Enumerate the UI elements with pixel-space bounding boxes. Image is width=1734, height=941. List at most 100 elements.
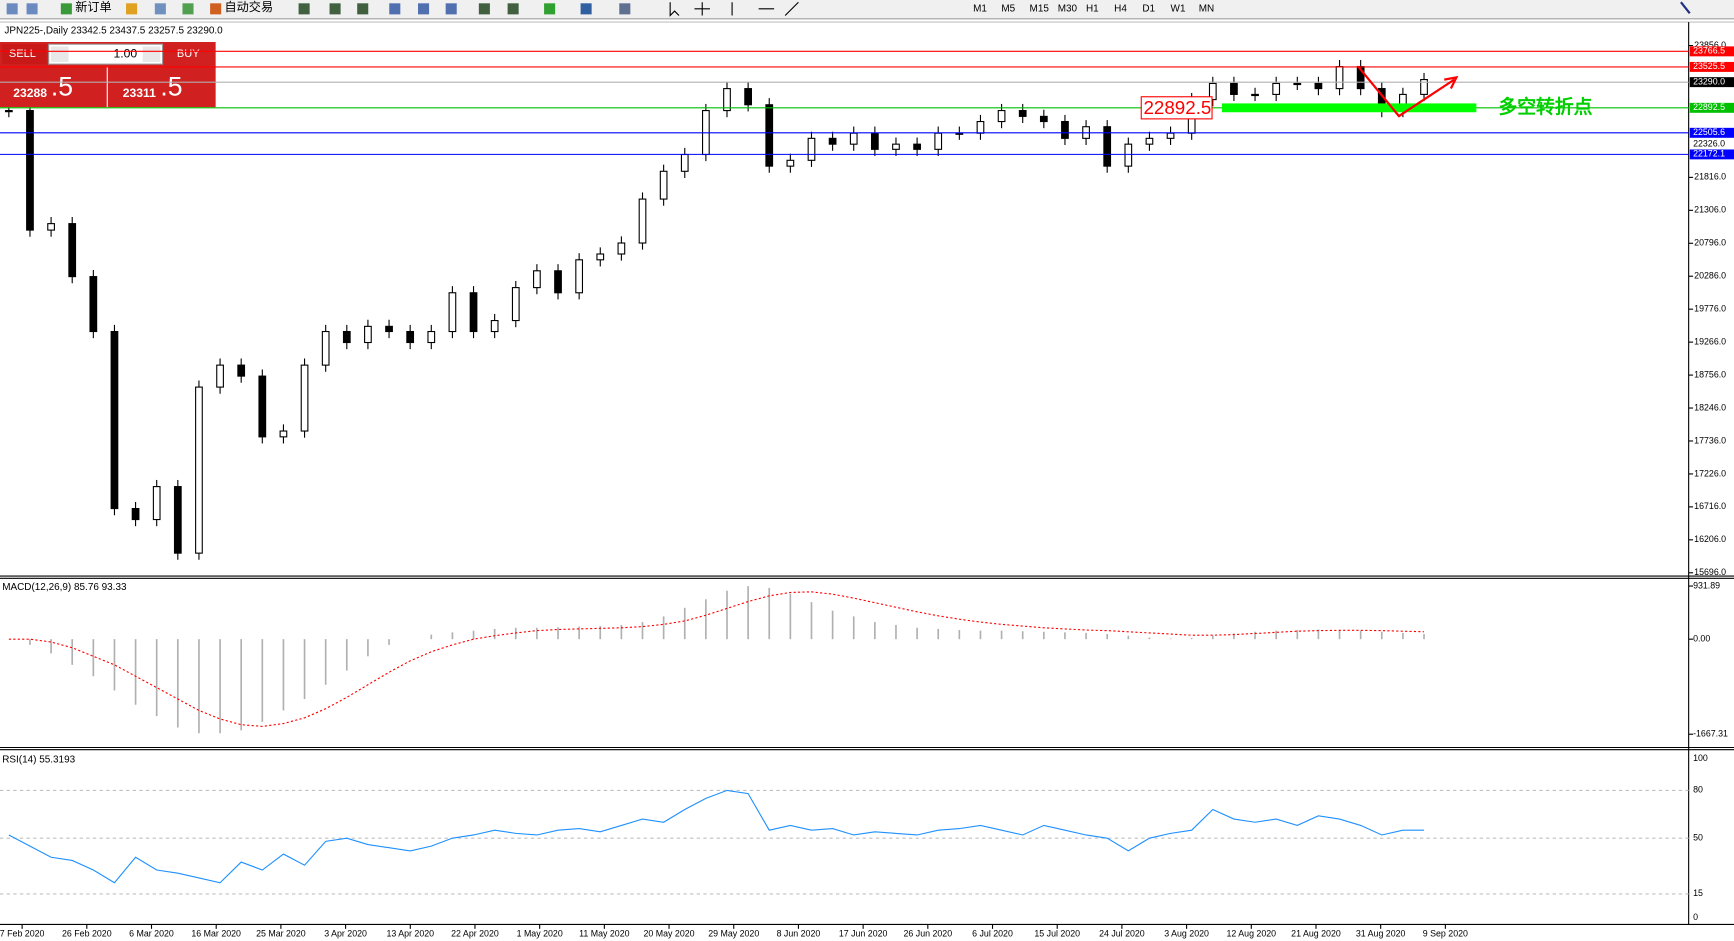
annotation-text: 多空转折点	[1498, 95, 1592, 117]
level-label: 22892.5	[1693, 102, 1725, 112]
icon[interactable]	[182, 3, 194, 15]
x-tick-label: 26 Jun 2020	[904, 929, 953, 939]
icon[interactable]	[389, 3, 401, 15]
icon[interactable]	[60, 3, 72, 15]
timeframe[interactable]: W1	[1171, 3, 1186, 14]
candle	[448, 292, 457, 333]
icon[interactable]	[126, 3, 138, 15]
annotation-bar	[1221, 103, 1477, 113]
annotation-label: 22892.5	[1143, 97, 1211, 118]
candle	[364, 325, 372, 344]
lot-input[interactable]	[48, 43, 164, 65]
candle	[490, 319, 499, 333]
candle	[934, 132, 943, 150]
icon[interactable]	[580, 3, 592, 15]
icon[interactable]	[694, 2, 710, 16]
x-tick-label: 16 Mar 2020	[191, 929, 241, 939]
icon[interactable]	[544, 3, 556, 15]
timeframe[interactable]: H4	[1114, 3, 1127, 14]
icon[interactable]	[154, 3, 166, 15]
y-tick-label: 20796.0	[1694, 238, 1726, 248]
icon[interactable]	[478, 3, 490, 15]
icon[interactable]	[210, 3, 222, 15]
level-tag	[1689, 46, 1734, 57]
candle	[554, 270, 562, 294]
new-order[interactable]: 新订单	[75, 0, 111, 14]
rsi-line	[8, 789, 1425, 884]
bid-main[interactable]: 23288	[13, 86, 47, 100]
auto-trading[interactable]: 自动交易	[224, 0, 273, 14]
y-tick-label: 19776.0	[1694, 304, 1726, 314]
level-tag	[1689, 77, 1734, 88]
sell-button[interactable]	[2, 44, 47, 65]
candle	[1420, 79, 1428, 95]
candle	[110, 330, 119, 510]
y-tick-label: 0.00	[1693, 634, 1710, 644]
candle	[892, 143, 900, 150]
candle	[1061, 120, 1069, 139]
y-tick-label: 19266.0	[1694, 336, 1726, 346]
candle	[913, 143, 921, 150]
level-tag	[1689, 102, 1734, 113]
lot-down[interactable]	[50, 46, 69, 62]
level-tag	[1689, 149, 1734, 160]
y-tick-label: 100	[1693, 753, 1708, 763]
sell-label[interactable]: SELL	[9, 48, 36, 60]
lot-up[interactable]	[142, 46, 161, 62]
candle	[1018, 110, 1027, 117]
x-tick-label: 26 Feb 2020	[62, 929, 112, 939]
icon[interactable]	[298, 3, 310, 15]
icon[interactable]	[619, 3, 631, 15]
icon[interactable]	[445, 3, 457, 15]
x-tick-label: 6 Jul 2020	[972, 929, 1013, 939]
trade-panel: SELL 1.00 BUY 23288 .5 23311 .5	[0, 42, 216, 108]
timeframe[interactable]: D1	[1142, 3, 1155, 14]
timeframe[interactable]: M1	[973, 3, 987, 14]
ask-frac[interactable]: .5	[160, 71, 182, 101]
icon[interactable]	[418, 3, 430, 15]
candle	[237, 364, 246, 377]
y-tick-label: 15	[1693, 888, 1703, 898]
icon[interactable]	[731, 1, 799, 16]
buy-label[interactable]: BUY	[177, 48, 200, 60]
candle	[744, 88, 752, 106]
x-tick-label: 31 Aug 2020	[1356, 929, 1406, 939]
candle	[1166, 132, 1175, 139]
timeframe[interactable]: M5	[1001, 3, 1015, 14]
icon[interactable]	[329, 3, 341, 15]
icon[interactable]	[1680, 1, 1691, 14]
x-tick-label: 1 May 2020	[517, 929, 563, 939]
candle	[1103, 126, 1112, 167]
y-tick-label: 18246.0	[1694, 402, 1726, 412]
timeframe[interactable]: M30	[1058, 3, 1078, 14]
x-tick-label: 15 Jul 2020	[1034, 929, 1080, 939]
icon[interactable]	[669, 2, 680, 17]
candle	[1039, 115, 1048, 123]
candle	[1230, 82, 1238, 95]
x-tick-label: 11 May 2020	[579, 929, 629, 939]
icon[interactable]	[357, 3, 369, 15]
ask-main[interactable]: 23311	[123, 86, 156, 100]
candle	[765, 104, 774, 167]
toolbar	[0, 0, 1734, 19]
level-tag	[1689, 139, 1734, 150]
lot-value[interactable]: 1.00	[113, 46, 137, 60]
candle	[1335, 66, 1344, 90]
timeframe[interactable]: MN	[1199, 3, 1214, 14]
candle	[1293, 82, 1302, 86]
timeframe[interactable]: M15	[1030, 3, 1050, 14]
candle	[1272, 82, 1281, 95]
x-tick-label: 22 Apr 2020	[451, 929, 499, 939]
icon[interactable]	[6, 3, 18, 15]
main-chart	[4, 59, 1428, 560]
bid-frac[interactable]: .5	[51, 71, 73, 101]
y-tick-label: 80	[1693, 785, 1703, 795]
level-label: 22505.6	[1693, 127, 1725, 137]
icon[interactable]	[507, 3, 519, 15]
tool-icons	[6, 1, 1691, 17]
y-tick-label: 21816.0	[1694, 172, 1726, 182]
icon[interactable]	[26, 3, 38, 15]
timeframe[interactable]: H1	[1086, 3, 1099, 14]
